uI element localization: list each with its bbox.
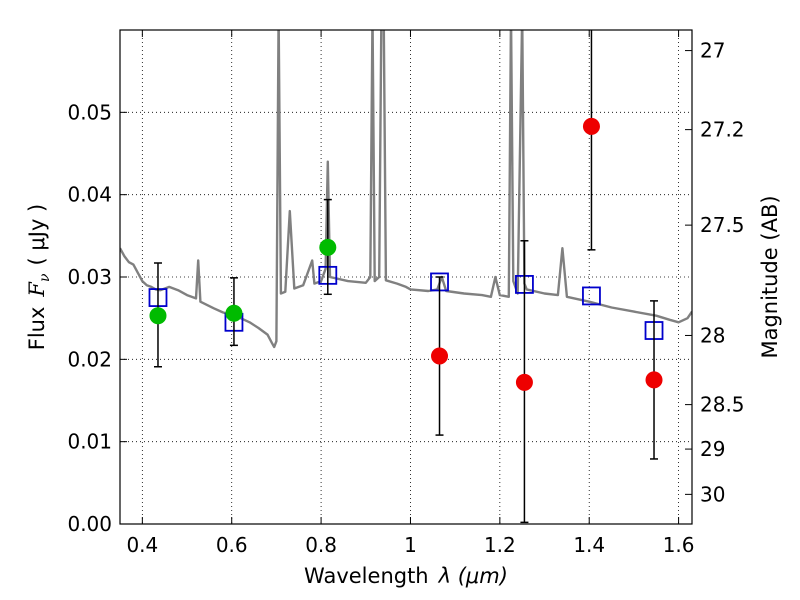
x-tick-label: 1.6	[663, 533, 695, 557]
points-layer	[148, 30, 664, 524]
y-tick-label: 0.00	[67, 512, 112, 536]
nondetection-point	[431, 347, 449, 365]
mag-tick-label: 28	[700, 323, 725, 347]
mag-tick-label: 27	[700, 39, 725, 63]
x-tick-label: 0.8	[305, 533, 337, 557]
y-tick-label: 0.04	[67, 183, 112, 207]
x-tick-label: 1.2	[484, 533, 516, 557]
nondetection-point	[515, 373, 533, 391]
x-tick-label: 0.4	[126, 533, 158, 557]
model-photometry-square	[582, 286, 601, 306]
x-tick-label: 1.4	[573, 533, 605, 557]
y-tick-label: 0.02	[67, 347, 112, 371]
mag-tick-label: 29	[700, 437, 725, 461]
mag-tick-label: 28.5	[700, 393, 745, 417]
grid-layer	[120, 30, 692, 524]
x-tick-label: 1	[404, 533, 417, 557]
y-tick-label: 0.05	[67, 100, 112, 124]
y-axis-title: FluxFν( μJy )	[25, 204, 53, 350]
mag-tick-label: 30	[700, 482, 725, 506]
x-axis-title: Wavelength λ (μm)	[304, 564, 508, 588]
series-layer	[120, 30, 692, 349]
plot-frame	[119, 29, 693, 525]
detection-point	[225, 304, 243, 322]
ticks-layer: 0.4 0.6 0.8 1 1.2 1.4 1.6 0.00 0.01 0.02 0.03 0.04 0…	[67, 30, 745, 557]
nondetection-point	[645, 371, 663, 389]
model-sed-line	[120, 30, 692, 349]
nondetection-point	[582, 117, 600, 135]
detection-point	[149, 307, 167, 325]
y-tick-label: 0.01	[67, 430, 112, 454]
detection-point	[319, 238, 337, 256]
y2-axis-title: Magnitude (AB)	[758, 195, 782, 358]
y-tick-label: 0.03	[67, 265, 112, 289]
mag-tick-label: 27.5	[700, 213, 745, 237]
x-tick-label: 0.6	[216, 533, 248, 557]
mag-tick-label: 27.2	[700, 118, 745, 142]
